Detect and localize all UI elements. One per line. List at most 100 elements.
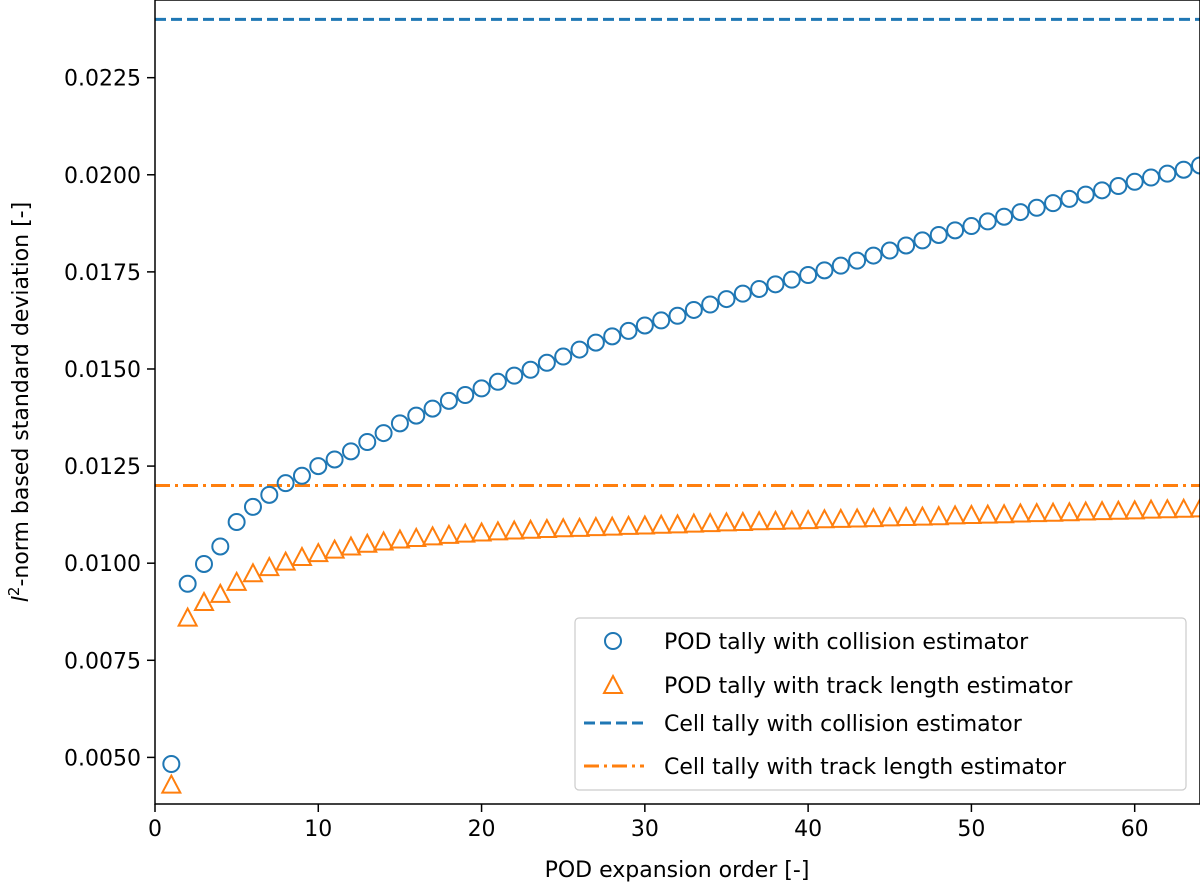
x-axis-label: POD expansion order [-]	[545, 858, 810, 883]
collision-pod-point	[799, 265, 818, 284]
collision-pod-point	[537, 353, 556, 372]
track-length-pod-point	[1042, 501, 1064, 522]
track-length-pod-point	[487, 520, 509, 541]
y-tick-label: 0.0100	[64, 552, 141, 577]
x-tick-label: 60	[1121, 817, 1149, 842]
track-length-pod-point	[1173, 497, 1195, 518]
track-length-pod-point	[846, 507, 868, 528]
track-length-pod-point	[193, 590, 215, 612]
y-axis-label-var: l	[9, 596, 34, 602]
track-length-pod-point	[389, 528, 411, 549]
collision-pod-point	[194, 554, 213, 573]
track-length-pod-point	[503, 519, 525, 540]
collision-pod-point	[521, 360, 540, 379]
legend-marker-collision-pod	[604, 632, 622, 650]
track-length-pod-point	[895, 505, 917, 526]
collision-pod-point	[1142, 168, 1161, 187]
collision-pod-point	[848, 251, 867, 270]
collision-pod-point	[684, 300, 703, 319]
track-length-pod-point	[1189, 497, 1200, 518]
x-tick-label: 10	[304, 817, 332, 842]
track-length-pod-point	[340, 535, 362, 556]
collision-pod-point	[1174, 160, 1193, 179]
y-axis-label: l2-norm based standard deviation [-]	[5, 202, 34, 602]
track-length-pod-point	[1124, 499, 1146, 520]
track-length-pod-point	[307, 541, 329, 563]
track-length-pod-point	[732, 510, 754, 532]
collision-pod-point	[962, 217, 981, 236]
collision-pod-point	[1011, 203, 1030, 222]
legend-entry-collision-pod: POD tally with collision estimator	[664, 630, 1029, 655]
track-length-pod-point	[421, 525, 444, 546]
track-length-pod-point	[454, 522, 476, 543]
x-tick-label: 20	[468, 817, 496, 842]
collision-pod-point	[1060, 189, 1079, 208]
collision-pod-point	[276, 474, 295, 493]
legend-entry-collision-cell: Cell tally with collision estimator	[664, 712, 1023, 737]
collision-pod-point	[1044, 194, 1063, 213]
track-length-pod-point	[797, 508, 819, 530]
collision-pod-point	[652, 311, 671, 330]
x-tick-label: 50	[957, 817, 985, 842]
collision-pod-point	[472, 379, 491, 398]
track-length-pod-point	[1156, 498, 1179, 519]
x-tick-label: 30	[631, 817, 659, 842]
track-length-pod-point	[536, 517, 558, 539]
legend-box	[574, 617, 1187, 791]
track-length-pod-point	[242, 562, 264, 583]
y-tick-label: 0.0125	[64, 455, 141, 480]
legend-marker-track-pod	[602, 673, 624, 694]
track-length-pod-point	[879, 506, 901, 527]
collision-pod-point	[1125, 172, 1144, 191]
track-length-pod-point	[438, 523, 460, 544]
collision-pod-point	[717, 290, 736, 309]
collision-pod-point	[701, 295, 720, 314]
collision-pod-point	[733, 284, 752, 303]
track-length-pod-point	[1009, 502, 1032, 523]
track-length-pod-point	[519, 518, 542, 539]
track-length-pod-point	[813, 508, 836, 529]
track-length-pod-point	[683, 512, 705, 533]
y-tick-label: 0.0200	[64, 164, 141, 189]
x-tick-label: 40	[794, 817, 822, 842]
y-tick-label: 0.0150	[64, 358, 141, 383]
track-length-pod-point	[830, 507, 852, 528]
track-length-pod-point	[666, 513, 689, 534]
track-length-pod-point	[862, 506, 885, 528]
track-length-pod-point	[715, 511, 738, 532]
y-tick-label: 0.0050	[64, 746, 141, 771]
plot-frame	[154, 0, 1200, 805]
collision-pod-point	[309, 457, 328, 476]
collision-pod-point	[423, 399, 442, 418]
track-length-pod-point	[928, 505, 950, 526]
track-length-pod-point	[650, 513, 672, 534]
track-length-pod-point	[781, 509, 803, 530]
collision-pod-point	[178, 574, 197, 593]
collision-pod-point	[815, 261, 834, 280]
collision-pod-point	[390, 414, 409, 433]
collision-pod-point	[586, 333, 605, 352]
track-length-pod-point	[225, 570, 248, 591]
track-length-pod-point	[601, 515, 623, 536]
legend-entry-track-pod: POD tally with track length estimator	[664, 674, 1073, 699]
y-tick-label: 0.0225	[64, 67, 141, 92]
track-length-pod-point	[1058, 501, 1081, 522]
track-length-pod-point	[617, 514, 640, 535]
track-length-pod-point	[372, 530, 395, 551]
collision-pod-point	[162, 754, 181, 773]
track-length-pod-point	[911, 505, 934, 526]
track-length-pod-point	[1140, 498, 1162, 519]
track-length-pod-point	[568, 516, 591, 537]
collision-pod-point	[505, 366, 524, 385]
track-length-pod-point	[160, 773, 182, 794]
track-length-pod-point	[209, 582, 231, 603]
track-length-pod-point	[176, 606, 199, 627]
collision-pod-point	[260, 485, 279, 504]
collision-pod-point	[831, 256, 850, 275]
collision-pod-point	[603, 327, 622, 346]
collision-pod-point	[668, 306, 687, 325]
track-length-pod-point	[291, 545, 313, 566]
track-length-pod-point	[258, 555, 280, 577]
collision-pod-point	[1158, 164, 1177, 183]
track-length-pod-point	[356, 532, 378, 553]
